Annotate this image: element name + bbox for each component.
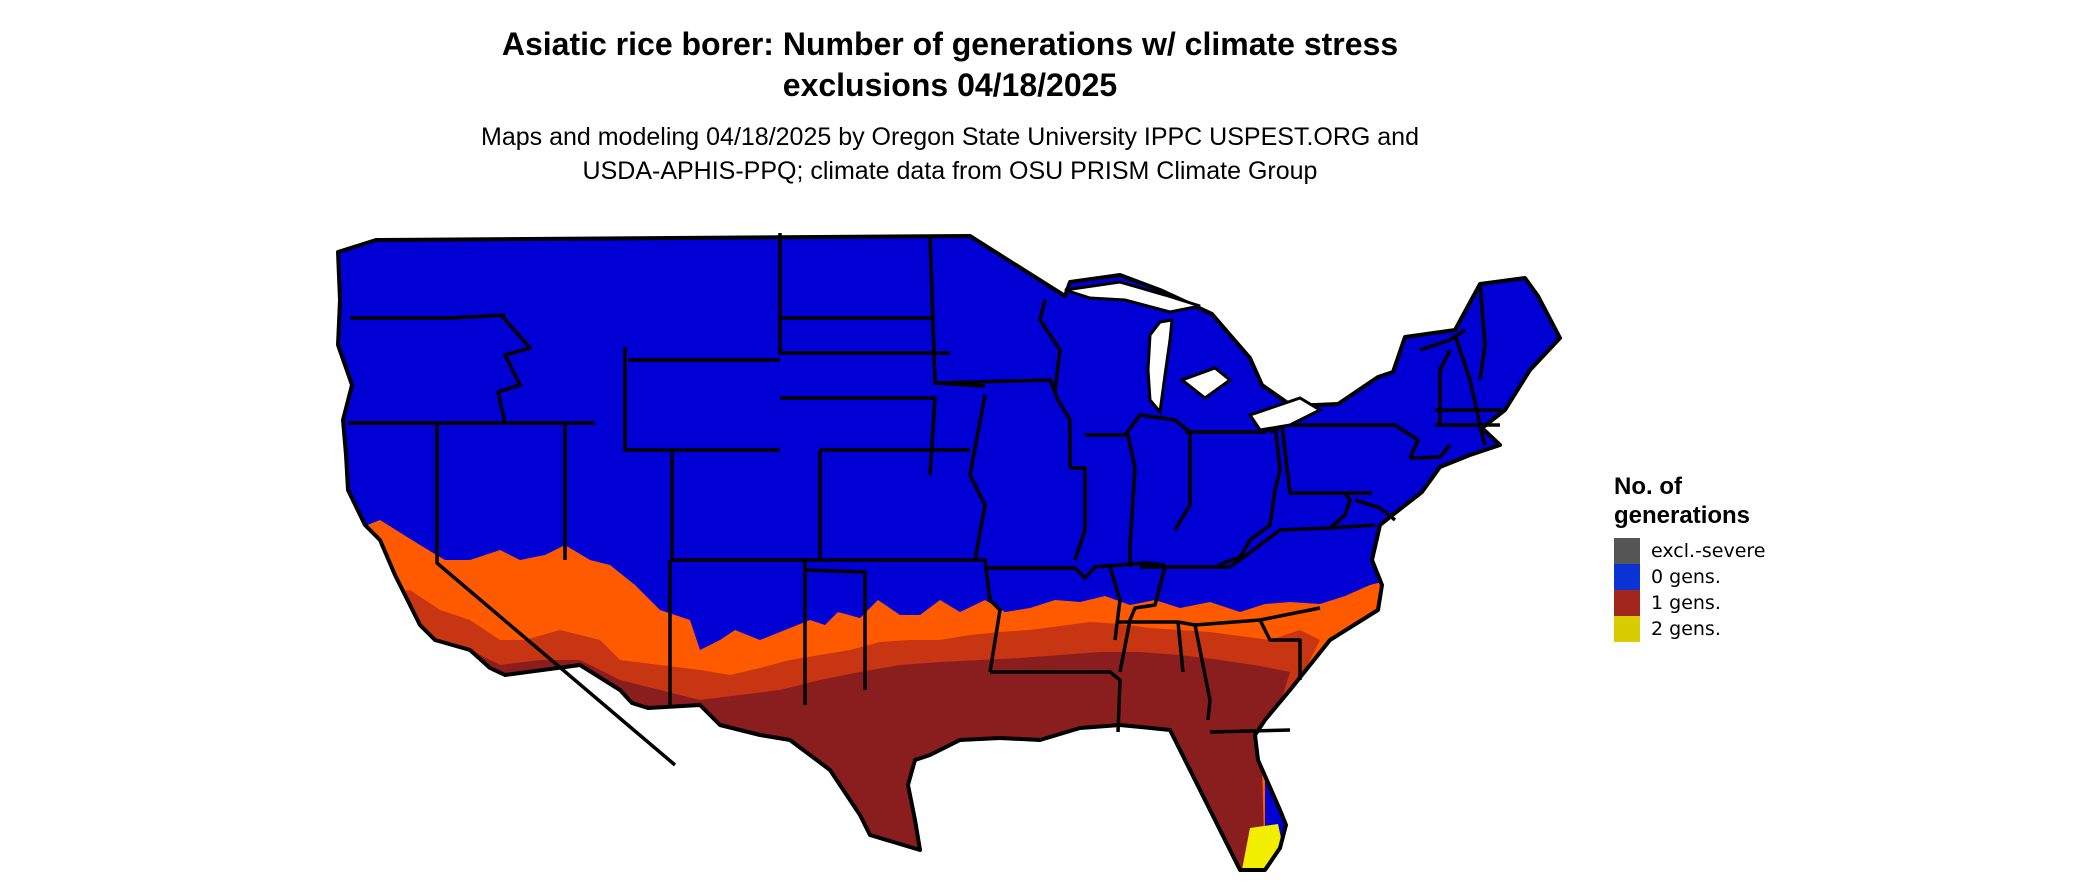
- map-subtitle-line-1: Maps and modeling 04/18/2025 by Oregon S…: [481, 123, 1419, 151]
- legend-swatch: [1614, 616, 1640, 642]
- legend-title-line-2: generations: [1614, 502, 1751, 529]
- map-subtitle: Maps and modeling 04/18/2025 by Oregon S…: [0, 120, 1900, 188]
- map-title-line-2: exclusions 04/18/2025: [782, 67, 1118, 103]
- legend-title-line-1: No. of: [1614, 473, 1682, 500]
- legend-label: 2 gens.: [1651, 618, 1721, 640]
- generation-raster: [338, 236, 1560, 870]
- map-title: Asiatic rice borer: Number of generation…: [0, 24, 1900, 106]
- legend-items: excl.-severe 0 gens. 1 gens. 2 gens.: [1614, 538, 1766, 642]
- legend-item-excl-severe: excl.-severe: [1614, 538, 1766, 564]
- legend-swatch: [1614, 538, 1640, 564]
- legend-swatch: [1614, 590, 1640, 616]
- legend-label: 0 gens.: [1651, 566, 1721, 588]
- great-lakes: [1064, 280, 1324, 432]
- legend-swatch: [1614, 564, 1640, 590]
- state-borders: [336, 233, 1562, 872]
- legend-title: No. of generations: [1614, 472, 1766, 530]
- map-title-line-1: Asiatic rice borer: Number of generation…: [501, 26, 1399, 62]
- legend: No. of generations excl.-severe 0 gens. …: [1614, 472, 1766, 642]
- zone-one-gen-dark: [338, 650, 1290, 870]
- map-header: Asiatic rice borer: Number of generation…: [0, 24, 1900, 188]
- legend-label: excl.-severe: [1651, 540, 1766, 562]
- legend-item-2-gens: 2 gens.: [1614, 616, 1766, 642]
- legend-item-1-gens: 1 gens.: [1614, 590, 1766, 616]
- legend-label: 1 gens.: [1651, 592, 1721, 614]
- map-subtitle-line-2: USDA-APHIS-PPQ; climate data from OSU PR…: [582, 157, 1318, 185]
- legend-item-0-gens: 0 gens.: [1614, 564, 1766, 590]
